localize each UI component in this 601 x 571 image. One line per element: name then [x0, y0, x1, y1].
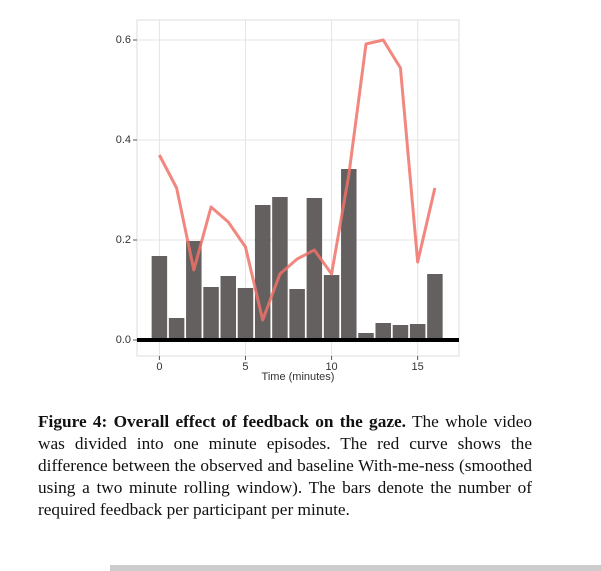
- y-tick-label: 0.0: [116, 334, 131, 346]
- bar: [168, 318, 185, 340]
- x-tick-label: 0: [156, 361, 162, 373]
- y-tick-label: 0.6: [116, 34, 131, 46]
- x-tick-label: 15: [412, 361, 424, 373]
- x-tick-label: 10: [325, 361, 337, 373]
- bar: [186, 241, 202, 340]
- bar: [151, 256, 168, 340]
- caption: Figure 4: Overall effect of feedback on …: [38, 411, 532, 521]
- bar: [409, 324, 426, 340]
- bar: [358, 333, 374, 340]
- bar: [289, 289, 305, 340]
- caption-lead: Figure 4: Overall effect of feedback on …: [38, 412, 406, 431]
- bar: [272, 197, 288, 340]
- bar: [323, 275, 340, 340]
- y-tick-label: 0.2: [116, 234, 131, 246]
- scrollbar: [110, 565, 601, 571]
- y-tick-label: 0.4: [116, 134, 131, 146]
- x-axis-label: Time (minutes): [262, 371, 335, 383]
- bar: [341, 169, 357, 340]
- line: [158, 38, 437, 322]
- bar: [203, 287, 219, 340]
- bar: [375, 323, 391, 340]
- chart: Time (minutes) 0.0 0.2 0.4 0.6 0 5 10 15: [116, 19, 460, 383]
- bar: [427, 274, 443, 340]
- bar: [220, 276, 237, 340]
- x-tick-label: 5: [242, 361, 248, 373]
- bar: [392, 325, 409, 340]
- bar: [306, 198, 323, 340]
- caption-text: The whole video was divided into one min…: [38, 412, 533, 519]
- bar: [237, 288, 254, 340]
